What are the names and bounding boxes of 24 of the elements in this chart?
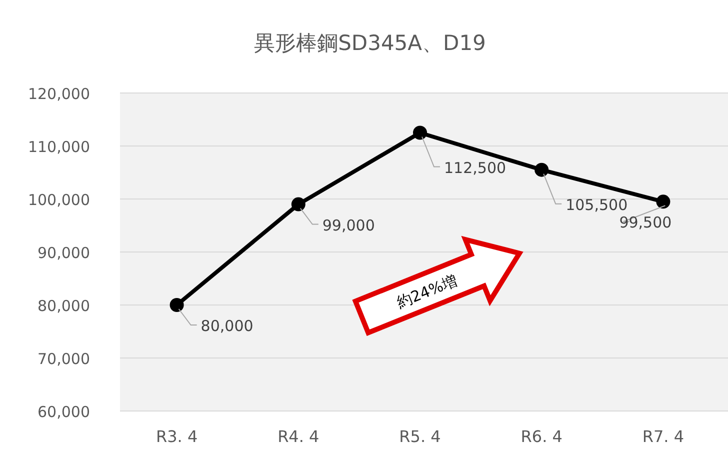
point [291,197,306,212]
y-tick-label: 60,000 [38,403,90,421]
chart-title: 異形棒鋼SD345A、D19 [254,31,486,55]
point [170,298,184,312]
data-label: 80,000 [200,317,254,335]
y-tick-label: 80,000 [38,297,90,315]
data-label: 99,000 [322,216,375,234]
data-label: 99,500 [619,214,672,232]
x-tick-label: R4. 4 [278,427,320,446]
point [534,162,549,177]
y-tick-label: 120,000 [28,85,90,103]
x-tick-label: R5. 4 [399,427,441,446]
x-tick-label: R6. 4 [520,427,562,446]
x-tick-label: R3. 4 [156,427,198,446]
x-tick-label: R7. 4 [642,427,684,446]
data-label: 112,500 [444,158,506,177]
annotation: 約24%増 [394,271,460,312]
point [413,126,427,140]
point [656,194,670,209]
y-tick-label: 90,000 [38,244,90,262]
y-tick-label: 70,000 [38,350,90,368]
y-tick-label: 100,000 [28,191,90,209]
y-tick-label: 110,000 [28,138,90,156]
data-label: 105,500 [566,196,628,214]
